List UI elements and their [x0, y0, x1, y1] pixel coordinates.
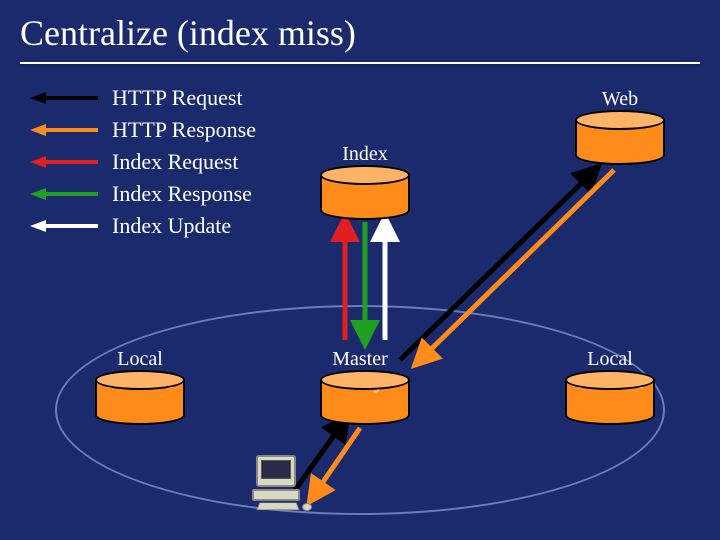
- web_server-cylinder-icon: [575, 110, 665, 165]
- legend-row: Index Update: [30, 213, 256, 239]
- legend-row: Index Request: [30, 149, 256, 175]
- master_proxy-cylinder-icon: [320, 370, 410, 425]
- local_server_1-cylinder-icon: [95, 370, 185, 425]
- legend: HTTP Request HTTP Response Index Request…: [30, 85, 256, 245]
- legend-label: HTTP Response: [112, 117, 256, 143]
- legend-arrow-icon: [30, 120, 100, 140]
- legend-arrow-icon: [30, 152, 100, 172]
- legend-arrow-icon: [30, 88, 100, 108]
- title-underline: [20, 62, 700, 64]
- page-title: Centralize (index miss): [0, 0, 720, 62]
- client-computer-icon: [248, 455, 318, 515]
- legend-row: HTTP Response: [30, 117, 256, 143]
- legend-row: Index Response: [30, 181, 256, 207]
- legend-label: Index Request: [112, 149, 238, 175]
- legend-label: HTTP Request: [112, 85, 243, 111]
- legend-row: HTTP Request: [30, 85, 256, 111]
- local_server_2-cylinder-icon: [565, 370, 655, 425]
- index_server-cylinder-icon: [320, 165, 410, 220]
- legend-arrow-icon: [30, 184, 100, 204]
- legend-label: Index Response: [112, 181, 252, 207]
- legend-arrow-icon: [30, 216, 100, 236]
- legend-label: Index Update: [112, 213, 231, 239]
